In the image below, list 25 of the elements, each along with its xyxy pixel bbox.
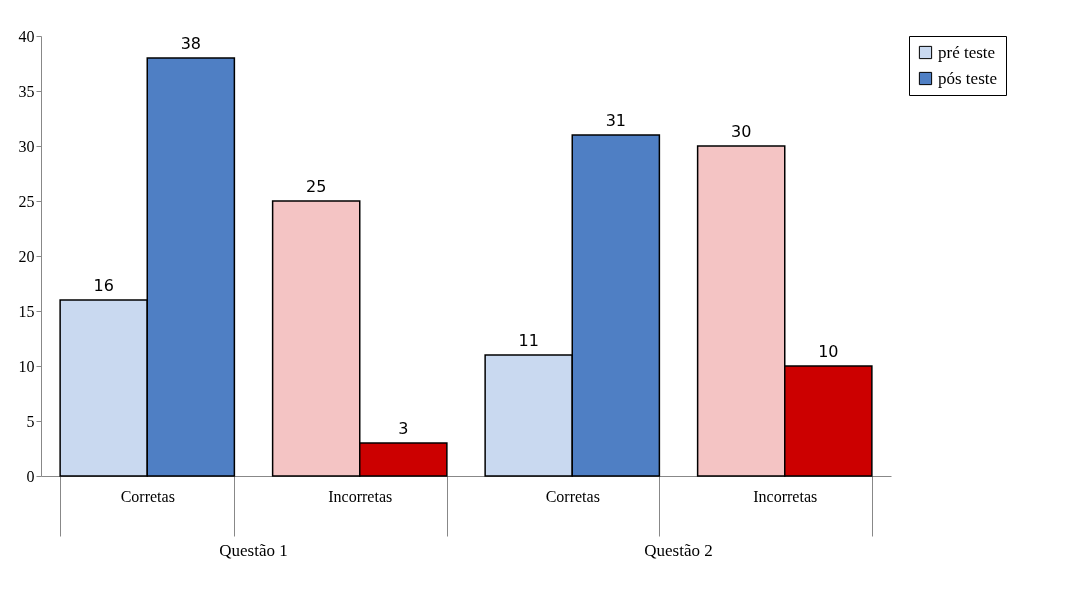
y-tick-label: 25 (18, 192, 35, 210)
data-label: 3 (398, 419, 409, 438)
x-tick-label: Corretas (120, 487, 175, 505)
data-label: 16 (93, 276, 114, 295)
y-tick-label: 20 (18, 247, 35, 265)
x-tick-label: Incorretas (753, 487, 818, 505)
y-tick-label: 15 (18, 302, 35, 320)
y-tick-label: 0 (26, 467, 35, 485)
y-tick-label: 30 (18, 137, 35, 155)
y-tick-label: 5 (26, 412, 35, 430)
x-tick-label: Incorretas (328, 487, 393, 505)
data-label: 10 (818, 342, 839, 361)
legend-label: pré teste (938, 42, 996, 62)
text: Questão 2 (644, 541, 713, 560)
y-tick-label: 40 (18, 27, 35, 45)
data-label: 11 (518, 331, 539, 350)
legend-label: pós teste (938, 68, 998, 88)
data-label: 31 (605, 111, 626, 130)
y-tick-label: 35 (18, 82, 35, 100)
x-tick-label: Corretas (545, 487, 600, 505)
data-label: 25 (306, 177, 327, 196)
data-label: 30 (731, 122, 752, 141)
y-tick-label: 10 (18, 357, 35, 375)
data-label: 38 (180, 34, 201, 53)
text: Questão 1 (219, 541, 288, 560)
